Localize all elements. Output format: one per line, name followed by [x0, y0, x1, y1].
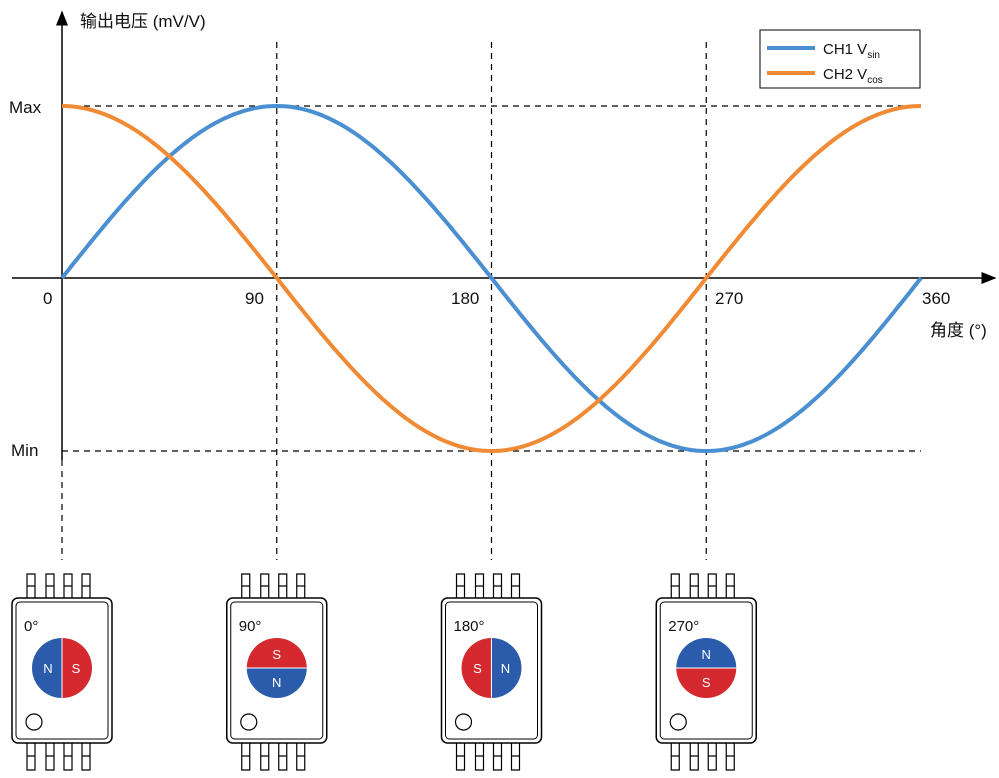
chip-pin-bottom [708, 743, 716, 770]
x-tick-180: 180 [451, 289, 479, 308]
magnet-icon: NS [676, 638, 736, 698]
magnet-pole-letter: S [702, 675, 711, 690]
x-tick-360: 360 [922, 289, 950, 308]
magnet-icon: SN [247, 638, 307, 698]
chip-pin-bottom [46, 743, 54, 770]
chip-pin-top [242, 574, 250, 598]
chip-angle-label: 0° [24, 618, 38, 635]
chip-pin-top [279, 574, 287, 598]
chip-pin-bottom [476, 743, 484, 770]
magnet-pole-letter: N [43, 661, 52, 676]
chip-pin-top [82, 574, 90, 598]
magnet-pole-letter: S [72, 661, 81, 676]
chip-pin-top [297, 574, 305, 598]
chip-pin-bottom [64, 743, 72, 770]
chip-pin-top [512, 574, 520, 598]
x-tick-0: 0 [43, 289, 52, 308]
chip-pin-top [671, 574, 679, 598]
chip-pin-top [708, 574, 716, 598]
dashed-guides [62, 42, 921, 560]
chip-pin-bottom [512, 743, 520, 770]
pin1-marker [241, 714, 257, 730]
magnet-pole-letter: N [702, 647, 711, 662]
magnet-pole-letter: S [473, 661, 482, 676]
chip-pin-bottom [279, 743, 287, 770]
chip-pin-bottom [297, 743, 305, 770]
y-axis-label: 输出电压 (mV/V) [80, 12, 206, 31]
chip-pin-top [690, 574, 698, 598]
legend: CH1 Vsin CH2 Vcos [760, 30, 920, 88]
y-tick-min: Min [11, 441, 38, 460]
chip-pin-bottom [82, 743, 90, 770]
magnet-pole-letter: N [501, 661, 510, 676]
chip-pin-bottom [242, 743, 250, 770]
pin1-marker [456, 714, 472, 730]
chip-angle-label: 180° [454, 618, 485, 635]
magnet-pole-letter: S [272, 647, 281, 662]
sensor-chip-90: 90° SN [227, 574, 327, 770]
chip-pin-bottom [457, 743, 465, 770]
chip-pin-top [261, 574, 269, 598]
chip-pin-bottom [27, 743, 35, 770]
chip-pin-top [46, 574, 54, 598]
chip-pin-bottom [690, 743, 698, 770]
chip-pin-top [726, 574, 734, 598]
chip-pin-bottom [726, 743, 734, 770]
x-axis-label: 角度 (°) [930, 321, 987, 340]
chip-pin-top [494, 574, 502, 598]
pin1-marker [670, 714, 686, 730]
pin1-marker [26, 714, 42, 730]
magnet-pole-letter: N [272, 675, 281, 690]
chip-pin-top [476, 574, 484, 598]
chip-pin-top [457, 574, 465, 598]
chip-pin-bottom [494, 743, 502, 770]
y-tick-max: Max [9, 98, 42, 117]
chip-pin-top [27, 574, 35, 598]
chip-pin-top [64, 574, 72, 598]
sensor-chip-270: 270°NS [656, 574, 756, 770]
chip-pin-bottom [261, 743, 269, 770]
chip-angle-label: 270° [668, 618, 699, 635]
x-tick-270: 270 [715, 289, 743, 308]
x-tick-90: 90 [245, 289, 264, 308]
chip-pin-bottom [671, 743, 679, 770]
chip-angle-label: 90° [239, 618, 262, 635]
